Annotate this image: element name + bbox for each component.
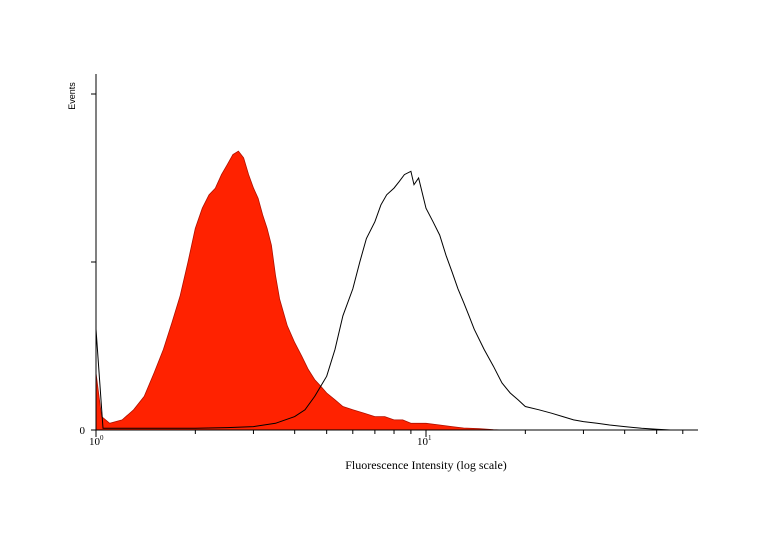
- series-layer: [95, 150, 671, 431]
- y-axis-title: Events: [67, 82, 77, 110]
- series-1-outline: [95, 170, 671, 431]
- x-tick-label-1: 101: [417, 434, 432, 448]
- x-tick-label-0: 100: [89, 434, 104, 448]
- y-ticks: [91, 93, 96, 431]
- x-ticks: [95, 430, 684, 437]
- y-tick-label-0: 0: [80, 425, 86, 437]
- x-axis-title: Fluorescence Intensity (log scale): [345, 458, 507, 472]
- series-0-filled: [95, 150, 503, 431]
